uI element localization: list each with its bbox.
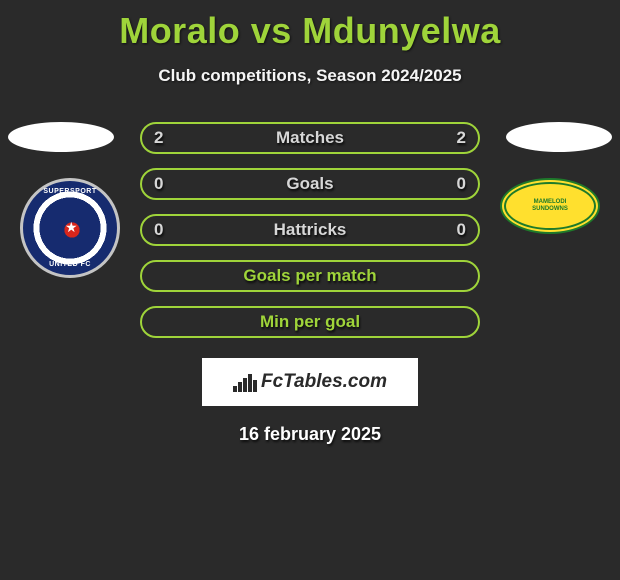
stat-value-right: 0 (457, 174, 466, 194)
comparison-card: Moralo vs Mdunyelwa Club competitions, S… (0, 0, 620, 580)
stat-bar-label: Min per goal (260, 312, 360, 332)
stat-bar-label: Goals per match (243, 266, 376, 286)
stat-bars: Matches 2 2 Goals 0 0 Hattricks 0 0 Goals per mat… (140, 122, 480, 352)
fctables-logo-text: FcTables.com (261, 371, 387, 393)
stat-value-right: 2 (457, 128, 466, 148)
stat-bar: Hattricks 0 0 (140, 214, 480, 246)
stat-bar: Matches 2 2 (140, 122, 480, 154)
supersport-united-logo: SUPERSPORT ★ UNITED FC (20, 178, 120, 278)
stat-bar: Goals per match (140, 260, 480, 292)
club-badge-left: SUPERSPORT ★ UNITED FC (20, 178, 120, 264)
stat-value-left: 0 (154, 220, 163, 240)
club-badge-right: MAMELODISUNDOWNS (500, 178, 600, 234)
chart-icon (233, 372, 257, 392)
stat-value-left: 0 (154, 174, 163, 194)
subtitle: Club competitions, Season 2024/2025 (0, 66, 620, 86)
stat-bar-label: Goals (286, 174, 333, 194)
fctables-logo: FcTables.com (202, 358, 418, 406)
stat-bar: Goals 0 0 (140, 168, 480, 200)
stat-bar: Min per goal (140, 306, 480, 338)
mamelodi-sundowns-logo: MAMELODISUNDOWNS (500, 178, 600, 234)
stat-value-left: 2 (154, 128, 163, 148)
stat-value-right: 0 (457, 220, 466, 240)
player-photo-left (8, 122, 114, 152)
stat-bar-label: Matches (276, 128, 344, 148)
player-photo-right (506, 122, 612, 152)
date-line: 16 february 2025 (0, 424, 620, 445)
stat-bar-label: Hattricks (274, 220, 347, 240)
page-title: Moralo vs Mdunyelwa (0, 10, 620, 52)
